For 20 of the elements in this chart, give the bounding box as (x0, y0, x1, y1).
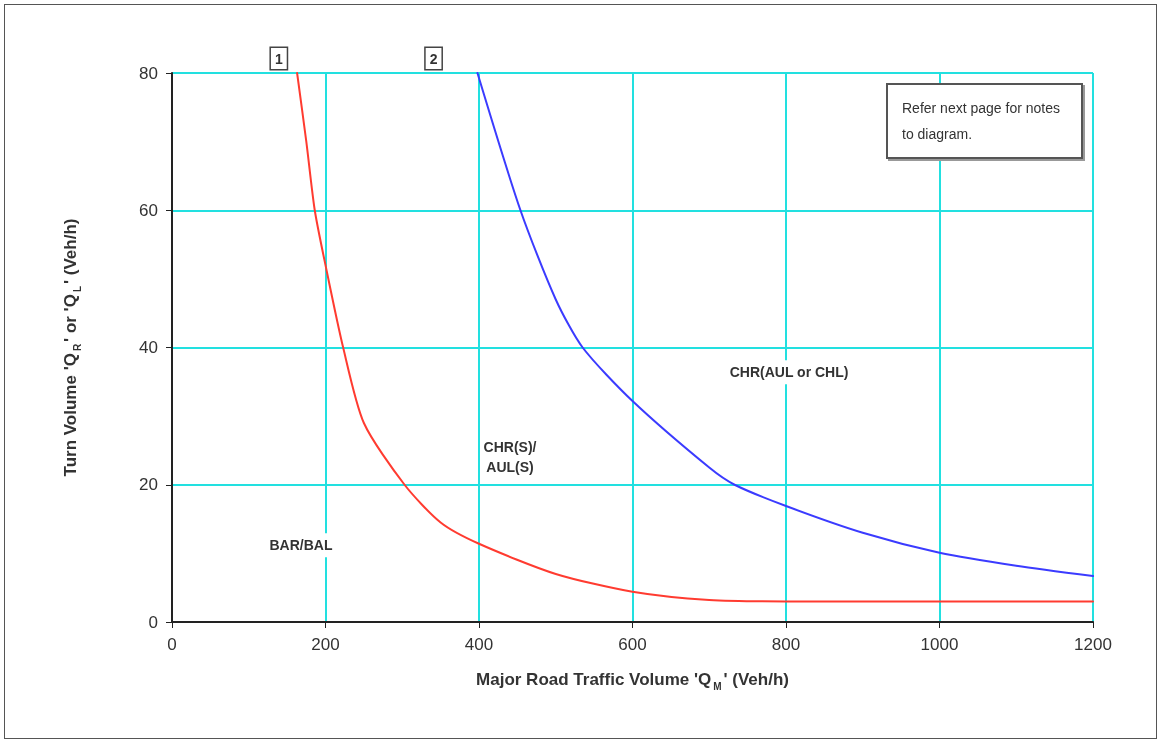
x-tick-label: 400 (464, 635, 494, 654)
annotation: CHR(AUL or CHL) (729, 364, 849, 381)
line-series (476, 72, 1094, 578)
x-tick-label: 200 (311, 635, 340, 654)
annotation: CHR(S)/ AUL(S) (483, 439, 537, 476)
text: 1 (274, 51, 283, 67)
x-tick-label: 600 (618, 635, 647, 654)
annotation: BAR/BAL (269, 537, 333, 554)
y-tick-label: 60 (139, 200, 158, 220)
y-tick-label: 80 (139, 63, 158, 83)
x-tick-label: 1200 (1074, 635, 1112, 654)
x-tick-label: 1000 (920, 635, 959, 654)
x-tick-label: 0 (167, 635, 177, 654)
annotation: Refer next page for notes to diagram. (902, 100, 1064, 142)
y-tick-label: 0 (148, 612, 158, 632)
y-axis-title: Turn Volume 'QR' or 'QL' (Veh/h) (60, 218, 83, 477)
x-tick-label: 800 (771, 635, 801, 654)
y-tick-label: 40 (139, 338, 158, 357)
y-tick-label: 20 (139, 475, 158, 495)
text: 2 (429, 51, 438, 67)
